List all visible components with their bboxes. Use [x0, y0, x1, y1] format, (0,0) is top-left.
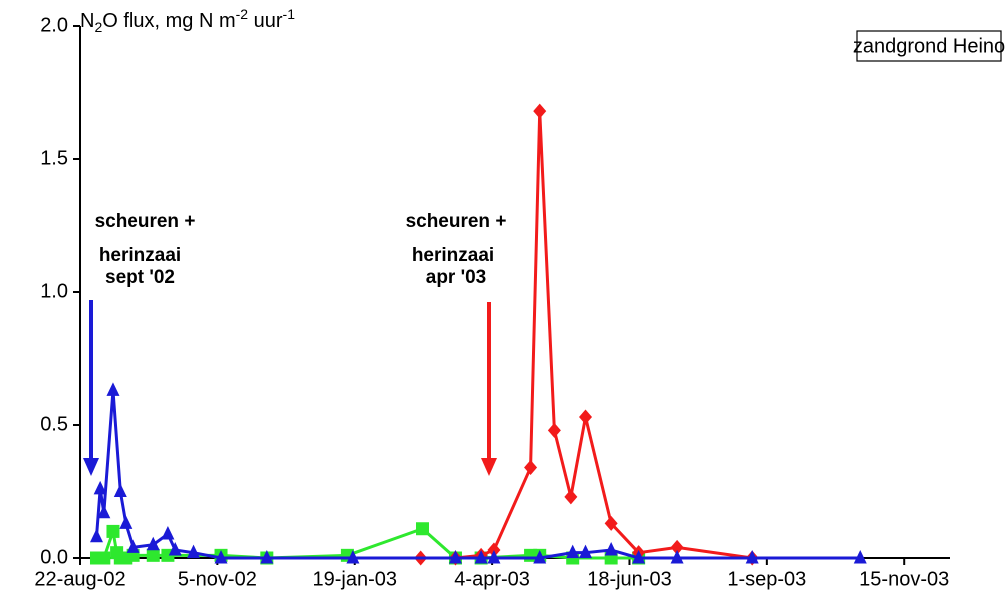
marker-triangle [214, 550, 228, 564]
arrow-head-red [481, 458, 497, 476]
y-tick-label: 0.0 [40, 546, 68, 568]
annotation-line: herinzaai [99, 245, 181, 266]
x-tick-label: 15-nov-03 [859, 568, 949, 590]
annotation-line: herinzaai [412, 245, 494, 266]
marker-square [106, 524, 120, 538]
marker-square [146, 548, 160, 562]
y-title-superscript: -2 [236, 6, 249, 22]
y-title-superscript: -1 [283, 6, 296, 22]
marker-square [416, 522, 430, 536]
marker-triangle [260, 550, 274, 564]
arrow-head-blue [83, 458, 99, 476]
y-title-part: N [80, 10, 94, 32]
y-axis-title: N2O flux, mg N m-2 uur-1 [80, 6, 295, 35]
marker-triangle [168, 542, 182, 556]
marker-triangle [161, 526, 175, 540]
series-line [420, 111, 753, 560]
series-line [94, 390, 861, 560]
marker-diamond [547, 422, 561, 438]
marker-triangle [146, 536, 160, 551]
marker-triangle [89, 528, 103, 543]
annotation-line: scheuren + [95, 211, 196, 232]
marker-diamond [524, 460, 538, 476]
x-tick-label: 4-apr-03 [454, 568, 530, 590]
y-tick-label: 1.5 [40, 147, 68, 169]
marker-diamond [564, 489, 578, 505]
annotation-line: scheuren + [406, 211, 507, 232]
y-title-part: uur [248, 10, 283, 32]
marker-triangle [448, 550, 462, 564]
x-tick-label: 18-jun-03 [587, 568, 672, 590]
marker-triangle [187, 544, 201, 559]
y-tick-label: 2.0 [40, 14, 68, 36]
y-title-subscript: 2 [94, 19, 102, 35]
marker-diamond [670, 539, 684, 555]
marker-triangle [113, 483, 127, 497]
marker-diamond [604, 515, 618, 531]
marker-diamond [533, 103, 547, 119]
x-tick-label: 22-aug-02 [34, 568, 125, 590]
y-tick-label: 0.5 [40, 413, 68, 435]
marker-triangle [487, 550, 501, 564]
marker-square [97, 551, 111, 565]
marker-triangle [533, 550, 547, 564]
marker-triangle [474, 550, 488, 564]
x-tick-label: 5-nov-02 [178, 568, 257, 590]
marker-triangle [126, 539, 140, 553]
marker-triangle [853, 550, 867, 564]
marker-triangle [566, 544, 580, 559]
marker-triangle [745, 550, 759, 564]
x-tick-label: 1-sep-03 [727, 568, 806, 590]
box-label: zandgrond Heino [853, 35, 1005, 57]
annotation: scheuren + herinzaai sept '02 scheuren +… [95, 211, 507, 288]
x-tick-label: 19-jan-03 [312, 568, 397, 590]
marker-triangle [670, 550, 684, 564]
marker-triangle [97, 504, 111, 519]
marker-triangle [632, 550, 646, 564]
y-title-part: O flux, mg N m [102, 10, 235, 32]
marker-diamond [579, 409, 593, 425]
arrows [83, 300, 497, 476]
y-tick-label: 1.0 [40, 280, 68, 302]
annotation-line: sept '02 [105, 267, 175, 288]
marker-triangle [579, 544, 593, 559]
label-box [856, 30, 1002, 62]
marker-triangle [346, 550, 360, 564]
marker-triangle [93, 480, 107, 495]
marker-triangle [119, 515, 133, 529]
marker-triangle [106, 382, 120, 396]
annotation-line: apr '03 [426, 267, 487, 288]
marker-triangle [604, 542, 618, 556]
